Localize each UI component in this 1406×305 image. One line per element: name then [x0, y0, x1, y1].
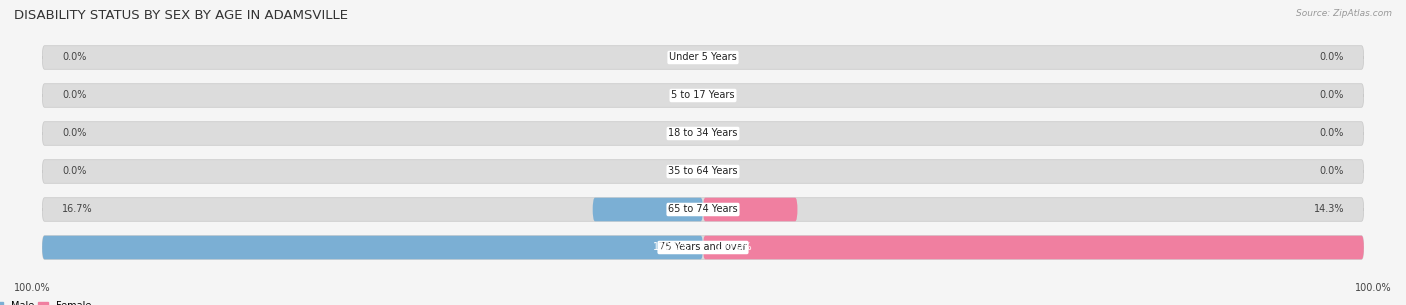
Legend: Male, Female: Male, Female — [0, 297, 94, 305]
FancyBboxPatch shape — [703, 198, 797, 221]
Text: 100.0%: 100.0% — [14, 283, 51, 293]
FancyBboxPatch shape — [593, 198, 703, 221]
FancyBboxPatch shape — [42, 46, 1364, 69]
Text: 65 to 74 Years: 65 to 74 Years — [668, 204, 738, 214]
Text: 14.3%: 14.3% — [1313, 204, 1344, 214]
FancyBboxPatch shape — [703, 236, 1364, 259]
FancyBboxPatch shape — [42, 160, 1364, 183]
Text: 0.0%: 0.0% — [62, 167, 86, 177]
Text: DISABILITY STATUS BY SEX BY AGE IN ADAMSVILLE: DISABILITY STATUS BY SEX BY AGE IN ADAMS… — [14, 9, 349, 22]
Text: 18 to 34 Years: 18 to 34 Years — [668, 128, 738, 138]
Text: 0.0%: 0.0% — [62, 128, 86, 138]
FancyBboxPatch shape — [42, 84, 1364, 107]
FancyBboxPatch shape — [42, 236, 1364, 259]
Text: 75 Years and over: 75 Years and over — [659, 242, 747, 253]
Text: 100.0%: 100.0% — [654, 242, 690, 253]
Text: Under 5 Years: Under 5 Years — [669, 52, 737, 63]
Text: 100.0%: 100.0% — [1355, 283, 1392, 293]
Text: 0.0%: 0.0% — [62, 91, 86, 101]
FancyBboxPatch shape — [42, 122, 1364, 145]
Text: 5 to 17 Years: 5 to 17 Years — [671, 91, 735, 101]
Text: 100.0%: 100.0% — [716, 242, 752, 253]
Text: 0.0%: 0.0% — [1320, 52, 1344, 63]
Text: 0.0%: 0.0% — [1320, 128, 1344, 138]
FancyBboxPatch shape — [42, 198, 1364, 221]
Text: 0.0%: 0.0% — [1320, 167, 1344, 177]
Text: Source: ZipAtlas.com: Source: ZipAtlas.com — [1296, 9, 1392, 18]
Text: 16.7%: 16.7% — [62, 204, 93, 214]
Text: 35 to 64 Years: 35 to 64 Years — [668, 167, 738, 177]
Text: 0.0%: 0.0% — [62, 52, 86, 63]
Text: 0.0%: 0.0% — [1320, 91, 1344, 101]
FancyBboxPatch shape — [42, 236, 703, 259]
